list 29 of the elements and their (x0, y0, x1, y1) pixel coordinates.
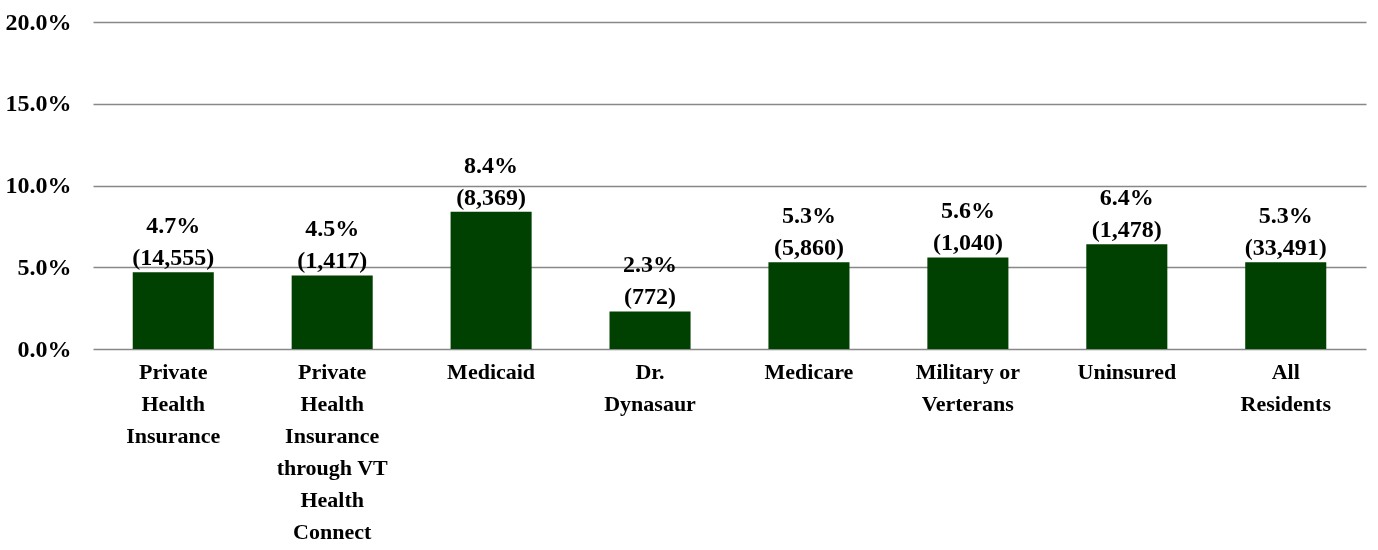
bar (1245, 262, 1327, 349)
x-tick-label: Private Health Insurance (126, 358, 221, 448)
data-label: 8.4% (8,369) (456, 151, 527, 210)
x-tick-label: Military or Verterans (915, 358, 1021, 416)
y-tick-label: 5.0% (17, 253, 72, 280)
x-tick-label: Medicaid (447, 358, 536, 384)
data-label: 5.6% (1,040) (932, 197, 1003, 256)
x-tick-label: Private Health Insurance through VT Health Connect (276, 358, 389, 544)
bar (132, 272, 214, 349)
data-label: 2.3% (772) (623, 251, 678, 310)
x-tick-label: All Residents (1240, 358, 1332, 416)
data-label: 5.3% (33,491) (1244, 202, 1327, 261)
y-tick-label: 10.0% (5, 172, 72, 198)
data-label: 6.4% (1,478) (1091, 184, 1162, 243)
bar (291, 275, 373, 349)
bar (609, 311, 691, 349)
bar (450, 211, 532, 349)
y-tick-label: 20.0% (5, 8, 72, 35)
x-tick-label: Uninsured (1077, 358, 1177, 384)
bar (768, 262, 850, 349)
data-label: 5.3% (5,860) (773, 202, 844, 261)
x-tick-label: Dr. Dynasaur (604, 358, 697, 416)
y-tick-label: 15.0% (5, 90, 72, 117)
data-label: 4.5% (1,417) (297, 215, 368, 274)
x-tick-label: Medicare (764, 358, 854, 384)
bar (1086, 244, 1168, 349)
data-label: 4.7% (14,555) (132, 212, 215, 271)
y-tick-label: 0.0% (17, 335, 72, 362)
bar (927, 257, 1009, 349)
